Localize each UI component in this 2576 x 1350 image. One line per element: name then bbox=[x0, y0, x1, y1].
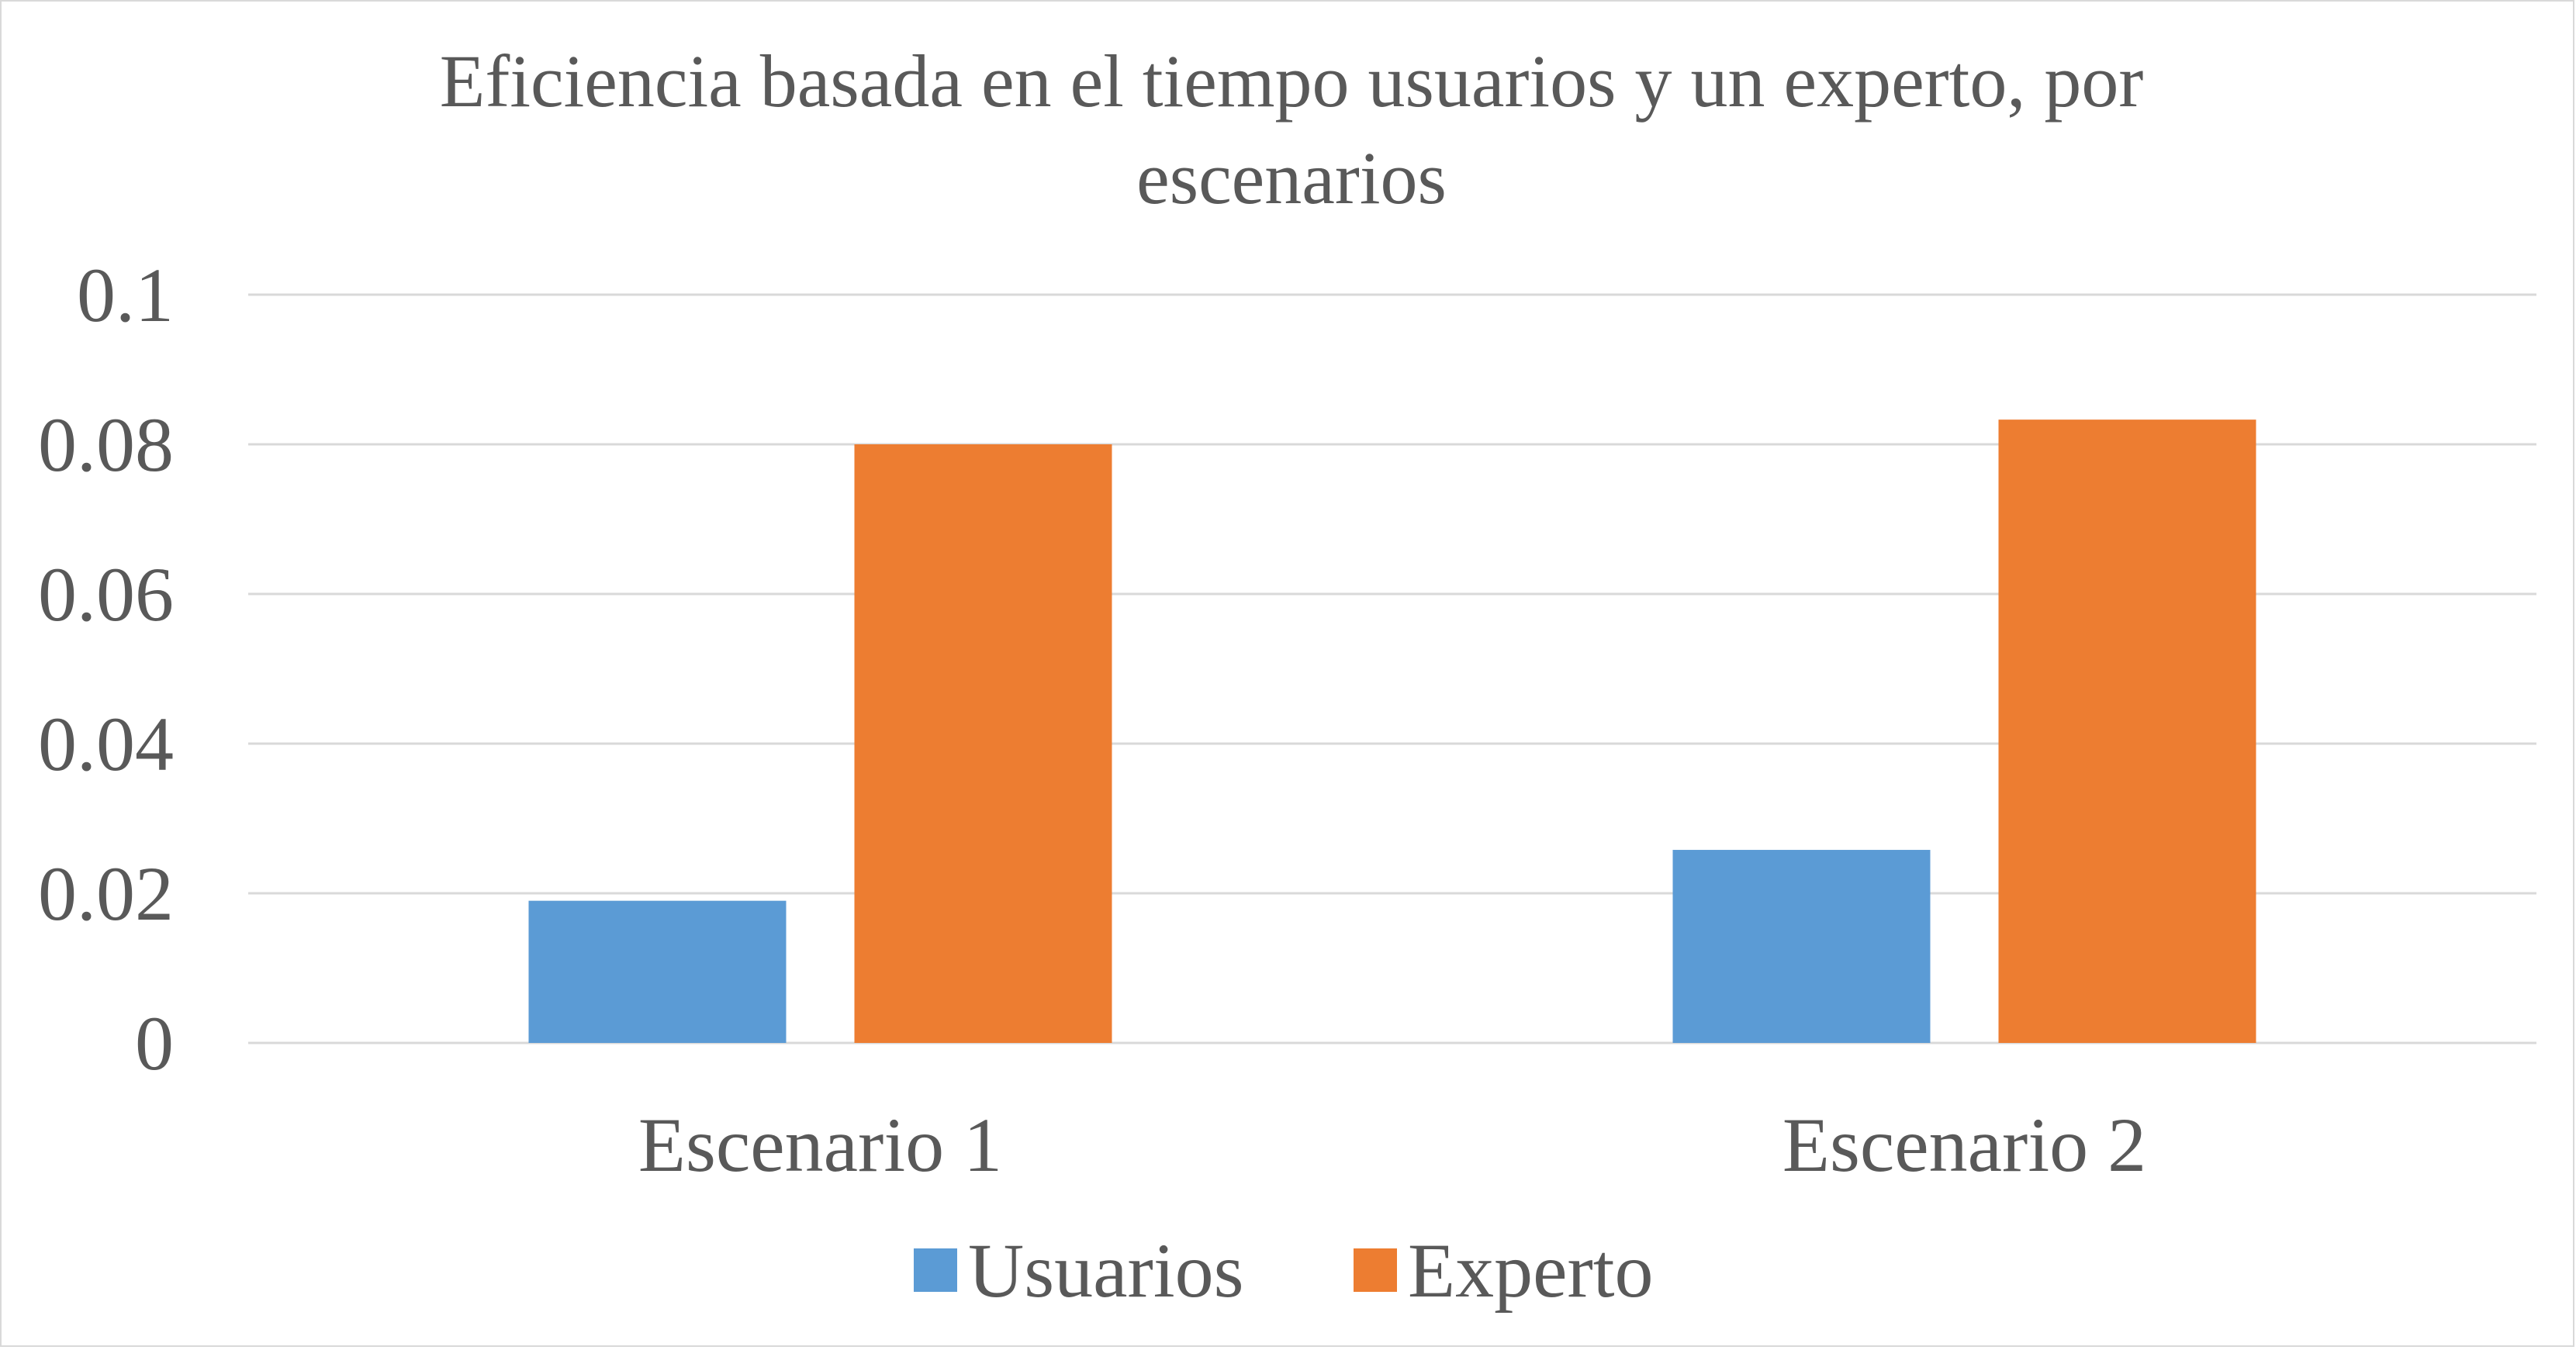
legend-swatch-usuarios bbox=[914, 1248, 957, 1292]
legend-label-usuarios: Usuarios bbox=[968, 1227, 1244, 1314]
chart-title-line-2: escenarios bbox=[1136, 136, 1447, 219]
legend-label-experto: Experto bbox=[1408, 1227, 1654, 1314]
x-axis-category-labels: Escenario 1 Escenario 2 bbox=[638, 1102, 2146, 1188]
y-tick-label: 0.02 bbox=[38, 851, 174, 937]
bars bbox=[528, 420, 2256, 1043]
x-category-label: Escenario 1 bbox=[638, 1102, 1002, 1188]
y-tick-label: 0.06 bbox=[38, 551, 174, 637]
bar-usuarios-1 bbox=[528, 900, 787, 1043]
chart-title-line-1: Eficiencia basada en el tiempo usuarios … bbox=[440, 40, 2144, 123]
x-category-label: Escenario 2 bbox=[1782, 1102, 2146, 1188]
legend-swatch-experto bbox=[1354, 1248, 1397, 1292]
bar-experto-2 bbox=[1998, 420, 2256, 1043]
y-tick-label: 0.04 bbox=[38, 701, 174, 787]
y-tick-label: 0 bbox=[135, 1000, 174, 1086]
chart-title: Eficiencia basada en el tiempo usuarios … bbox=[440, 40, 2144, 219]
y-tick-label: 0.1 bbox=[77, 252, 174, 338]
y-axis-tick-labels: 0 0.02 0.04 0.06 0.08 0.1 bbox=[38, 252, 174, 1086]
bar-usuarios-2 bbox=[1672, 850, 1931, 1043]
bar-experto-1 bbox=[854, 444, 1112, 1043]
legend: Usuarios Experto bbox=[914, 1227, 1654, 1314]
y-tick-label: 0.08 bbox=[38, 402, 174, 488]
